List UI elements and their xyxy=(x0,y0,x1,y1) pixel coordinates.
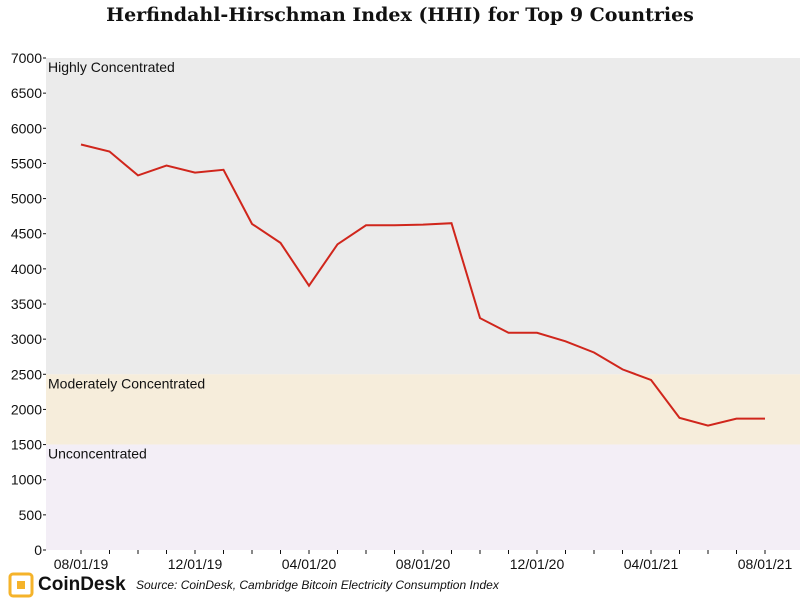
band-highly-concentrated xyxy=(46,58,800,375)
band-label-moderately-concentrated: Moderately Concentrated xyxy=(48,375,205,391)
x-tick-label: 08/01/19 xyxy=(54,556,109,570)
band-unconcentrated xyxy=(46,444,800,550)
x-tick-label: 12/01/20 xyxy=(510,556,565,570)
logo-text: CoinDesk xyxy=(38,574,126,595)
y-tick-label: 3000 xyxy=(11,331,42,347)
y-tick-label: 6000 xyxy=(11,120,42,136)
y-tick-label: 2000 xyxy=(11,401,42,417)
band-label-unconcentrated: Unconcentrated xyxy=(48,446,147,462)
y-tick-label: 1000 xyxy=(11,472,42,488)
y-tick-label: 3500 xyxy=(11,296,42,312)
x-tick-label: 04/01/20 xyxy=(282,556,337,570)
y-tick-label: 5000 xyxy=(11,191,42,207)
x-tick-label: 04/01/21 xyxy=(624,556,679,570)
band-label-highly-concentrated: Highly Concentrated xyxy=(48,59,175,75)
hhi-line-chart: Highly Concentrated Moderately Concentrat… xyxy=(11,50,800,570)
x-tick-label: 08/01/20 xyxy=(396,556,451,570)
y-tick-label: 500 xyxy=(19,507,43,523)
y-tick-label: 2500 xyxy=(11,366,42,382)
x-tick-label: 08/01/21 xyxy=(738,556,793,570)
x-tick-label: 12/01/19 xyxy=(168,556,223,570)
y-tick-label: 4000 xyxy=(11,261,42,277)
y-tick-label: 1500 xyxy=(11,437,42,453)
y-tick-label: 4500 xyxy=(11,226,42,242)
coindesk-logo: CoinDesk xyxy=(8,572,126,598)
y-tick-label: 0 xyxy=(34,542,42,558)
y-tick-label: 5500 xyxy=(11,155,42,171)
hhi-series-line xyxy=(80,143,765,427)
source-note: Source: CoinDesk, Cambridge Bitcoin Elec… xyxy=(136,578,499,592)
coindesk-logo-icon xyxy=(8,572,34,598)
y-tick-label: 6500 xyxy=(11,85,42,101)
y-tick-label: 7000 xyxy=(11,50,42,66)
chart-title: Herfindahl-Hirschman Index (HHI) for Top… xyxy=(106,4,694,26)
